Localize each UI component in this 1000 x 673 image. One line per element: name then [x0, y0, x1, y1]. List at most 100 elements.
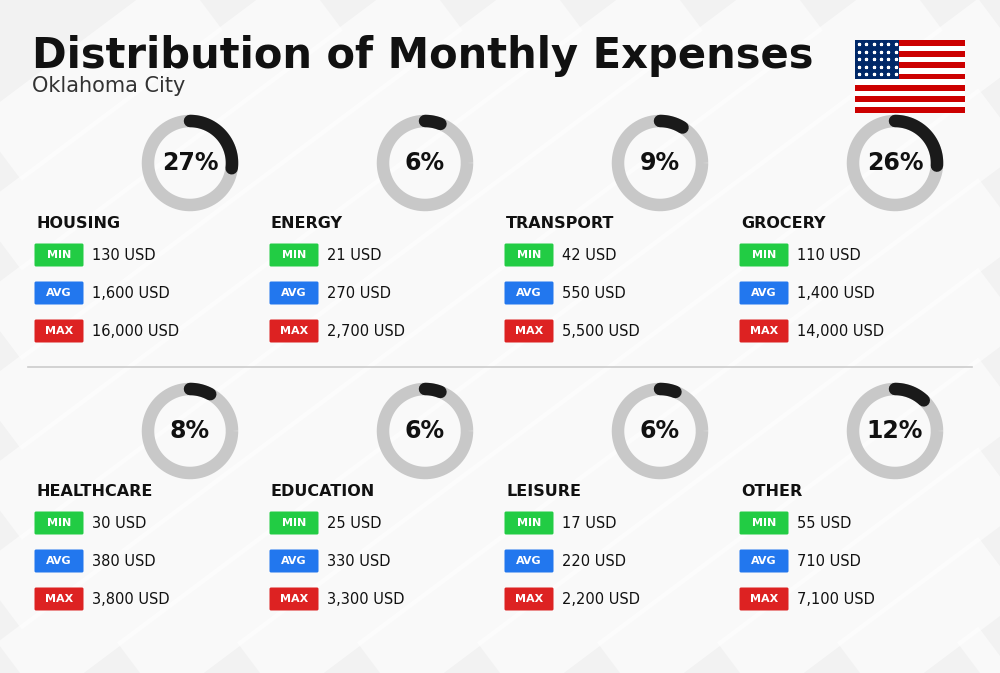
Text: 710 USD: 710 USD [797, 553, 861, 569]
Text: AVG: AVG [281, 556, 307, 566]
Text: HOUSING: HOUSING [36, 215, 120, 230]
Text: 2,200 USD: 2,200 USD [562, 592, 640, 606]
Text: 6%: 6% [405, 151, 445, 175]
Text: MAX: MAX [515, 326, 543, 336]
Text: 330 USD: 330 USD [327, 553, 390, 569]
Text: MIN: MIN [282, 250, 306, 260]
Text: 550 USD: 550 USD [562, 285, 626, 301]
FancyBboxPatch shape [740, 588, 788, 610]
FancyBboxPatch shape [855, 68, 965, 73]
FancyBboxPatch shape [855, 96, 965, 102]
Text: MIN: MIN [47, 518, 71, 528]
Text: LEISURE: LEISURE [506, 483, 581, 499]
FancyBboxPatch shape [740, 549, 788, 573]
FancyBboxPatch shape [740, 511, 788, 534]
Text: ENERGY: ENERGY [271, 215, 343, 230]
FancyBboxPatch shape [855, 57, 965, 63]
Text: MIN: MIN [47, 250, 71, 260]
FancyBboxPatch shape [740, 281, 788, 304]
Text: MAX: MAX [280, 594, 308, 604]
FancyBboxPatch shape [855, 40, 899, 79]
Text: 270 USD: 270 USD [327, 285, 391, 301]
Text: MAX: MAX [515, 594, 543, 604]
FancyBboxPatch shape [505, 281, 554, 304]
FancyBboxPatch shape [270, 244, 318, 267]
Text: MAX: MAX [750, 326, 778, 336]
FancyBboxPatch shape [855, 79, 965, 85]
Text: 12%: 12% [867, 419, 923, 443]
FancyBboxPatch shape [505, 244, 554, 267]
Text: 2,700 USD: 2,700 USD [327, 324, 405, 339]
Text: 380 USD: 380 USD [92, 553, 156, 569]
Text: 5,500 USD: 5,500 USD [562, 324, 640, 339]
Text: 17 USD: 17 USD [562, 516, 616, 530]
Text: MAX: MAX [45, 594, 73, 604]
FancyBboxPatch shape [855, 51, 965, 57]
Text: GROCERY: GROCERY [741, 215, 826, 230]
FancyBboxPatch shape [34, 281, 84, 304]
Text: 3,800 USD: 3,800 USD [92, 592, 170, 606]
Text: MIN: MIN [752, 250, 776, 260]
FancyBboxPatch shape [270, 281, 318, 304]
Text: AVG: AVG [281, 288, 307, 298]
Text: OTHER: OTHER [741, 483, 802, 499]
Text: 55 USD: 55 USD [797, 516, 851, 530]
Text: 1,600 USD: 1,600 USD [92, 285, 170, 301]
FancyBboxPatch shape [855, 108, 965, 113]
Text: 7,100 USD: 7,100 USD [797, 592, 875, 606]
FancyBboxPatch shape [270, 549, 318, 573]
Text: 6%: 6% [405, 419, 445, 443]
Text: AVG: AVG [46, 288, 72, 298]
FancyBboxPatch shape [505, 588, 554, 610]
FancyBboxPatch shape [855, 85, 965, 91]
Text: 27%: 27% [162, 151, 218, 175]
FancyBboxPatch shape [34, 588, 84, 610]
FancyBboxPatch shape [34, 320, 84, 343]
Text: Distribution of Monthly Expenses: Distribution of Monthly Expenses [32, 35, 814, 77]
FancyBboxPatch shape [34, 511, 84, 534]
Text: 25 USD: 25 USD [327, 516, 382, 530]
Text: AVG: AVG [516, 556, 542, 566]
FancyBboxPatch shape [740, 320, 788, 343]
FancyBboxPatch shape [270, 588, 318, 610]
Text: EDUCATION: EDUCATION [271, 483, 375, 499]
Text: 220 USD: 220 USD [562, 553, 626, 569]
Text: 6%: 6% [640, 419, 680, 443]
FancyBboxPatch shape [270, 511, 318, 534]
FancyBboxPatch shape [740, 244, 788, 267]
Text: HEALTHCARE: HEALTHCARE [36, 483, 152, 499]
FancyBboxPatch shape [505, 320, 554, 343]
Text: 21 USD: 21 USD [327, 248, 382, 262]
Text: TRANSPORT: TRANSPORT [506, 215, 614, 230]
Text: MIN: MIN [752, 518, 776, 528]
FancyBboxPatch shape [505, 549, 554, 573]
Text: MAX: MAX [45, 326, 73, 336]
FancyBboxPatch shape [855, 40, 965, 46]
Text: 3,300 USD: 3,300 USD [327, 592, 404, 606]
FancyBboxPatch shape [855, 63, 965, 68]
FancyBboxPatch shape [855, 73, 965, 79]
Text: 26%: 26% [867, 151, 923, 175]
Text: MIN: MIN [517, 250, 541, 260]
Text: 30 USD: 30 USD [92, 516, 146, 530]
FancyBboxPatch shape [34, 244, 84, 267]
Text: MIN: MIN [282, 518, 306, 528]
Text: AVG: AVG [46, 556, 72, 566]
Text: 1,400 USD: 1,400 USD [797, 285, 875, 301]
Text: 42 USD: 42 USD [562, 248, 616, 262]
FancyBboxPatch shape [855, 91, 965, 96]
Text: 8%: 8% [170, 419, 210, 443]
Text: 14,000 USD: 14,000 USD [797, 324, 884, 339]
FancyBboxPatch shape [505, 511, 554, 534]
Text: 110 USD: 110 USD [797, 248, 861, 262]
Text: MAX: MAX [750, 594, 778, 604]
FancyBboxPatch shape [34, 549, 84, 573]
Text: Oklahoma City: Oklahoma City [32, 76, 185, 96]
FancyBboxPatch shape [855, 102, 965, 108]
Text: AVG: AVG [516, 288, 542, 298]
Text: 130 USD: 130 USD [92, 248, 156, 262]
Text: AVG: AVG [751, 288, 777, 298]
FancyBboxPatch shape [855, 46, 965, 51]
Text: 16,000 USD: 16,000 USD [92, 324, 179, 339]
Text: AVG: AVG [751, 556, 777, 566]
